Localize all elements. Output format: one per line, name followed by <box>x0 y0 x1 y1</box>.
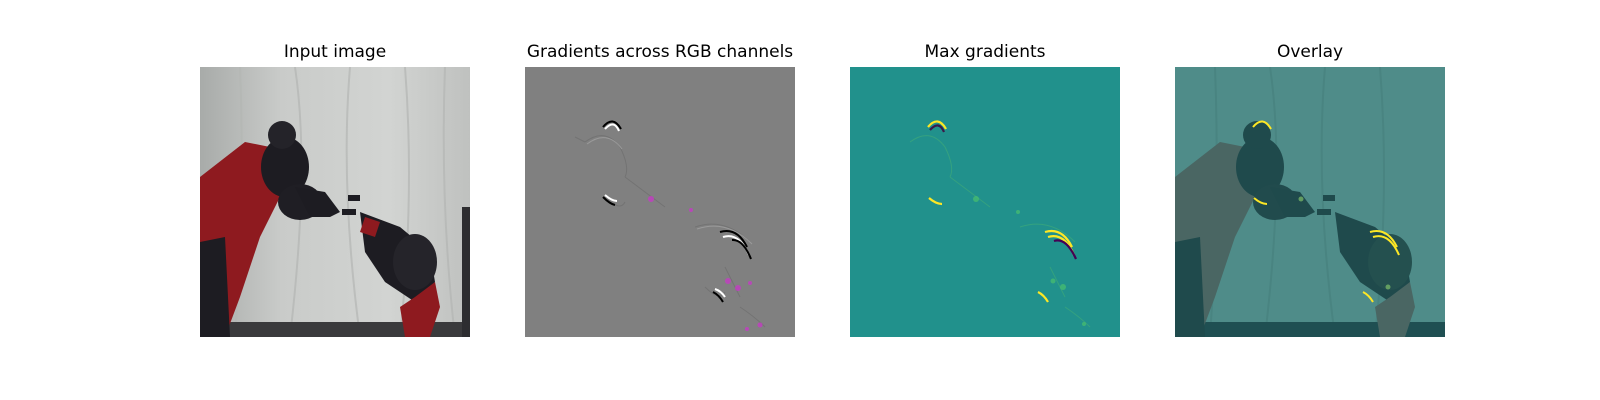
panel-title-rgb-gradients: Gradients across RGB channels <box>526 42 794 62</box>
panel-title-input-image: Input image <box>283 42 387 62</box>
input-image <box>200 67 470 337</box>
panel-title-overlay: Overlay <box>1276 42 1344 62</box>
rgb-gradient-image <box>525 67 795 337</box>
overlay-image <box>1175 67 1445 337</box>
max-gradient-image <box>850 67 1120 337</box>
panel-title-max-gradients: Max gradients <box>924 42 1046 62</box>
